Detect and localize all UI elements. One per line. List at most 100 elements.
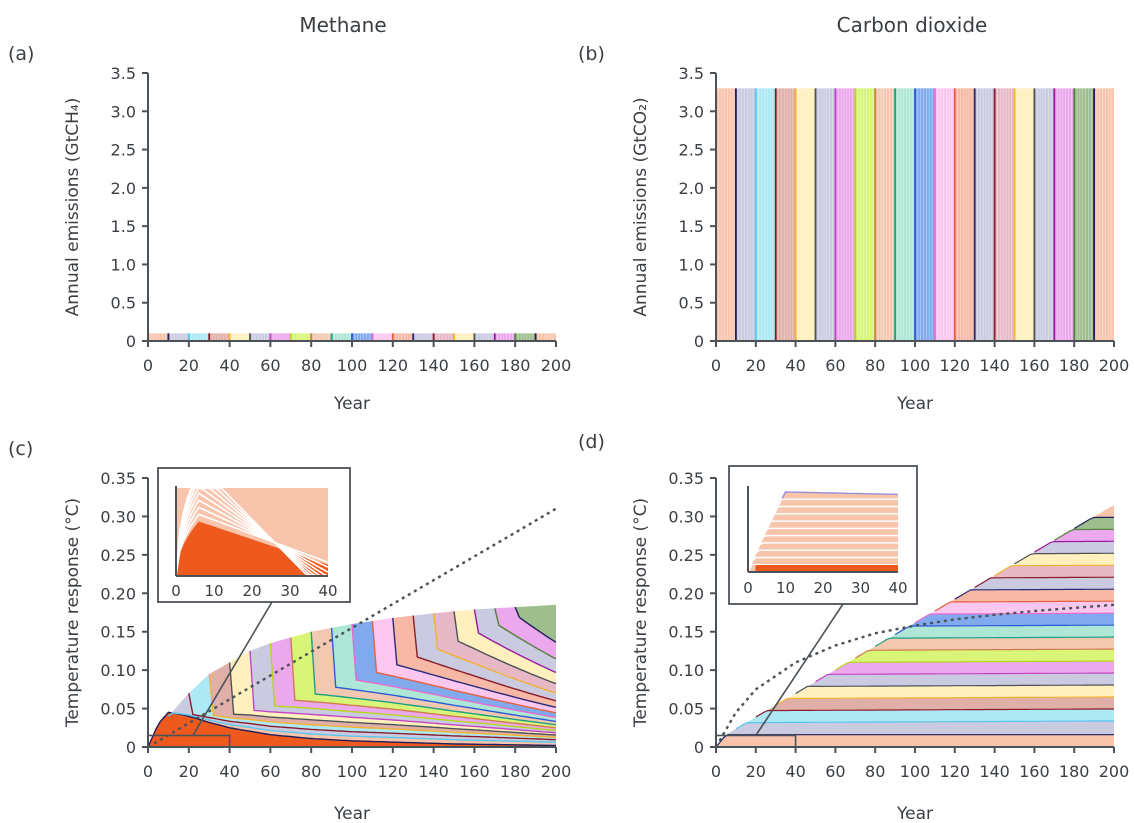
- panel-d-inset-boundary: [747, 527, 898, 573]
- panel-a-bar: [331, 333, 352, 341]
- panel-b-bar: [954, 88, 975, 341]
- panel-c-area: [148, 650, 556, 747]
- panel-a-bar: [372, 333, 393, 341]
- panel-c-boundary: [412, 615, 557, 702]
- panel-b-x-tick-label: 60: [825, 356, 845, 375]
- panel-d-boundary: [934, 600, 1114, 612]
- panel-b-bar: [875, 88, 896, 341]
- panel-c-inset-first-series: [176, 521, 328, 576]
- panel-b-x-tick-label: 80: [865, 356, 885, 375]
- panel-a-y-axis-title: Annual emissions (GtCH₄): [63, 98, 83, 317]
- panel-d-area: [716, 697, 1114, 747]
- panel-d-x-tick-label: 200: [1099, 762, 1130, 781]
- panel-d-boundary: [1034, 540, 1114, 553]
- panel-a-x-tick-label: 180: [500, 356, 531, 375]
- panel-d-y-tick-label: 0.20: [668, 584, 704, 603]
- panel-c-y-tick-label: 0: [126, 738, 136, 757]
- panel-c-area: [148, 712, 556, 747]
- panel-d-boundary: [854, 648, 1114, 659]
- panel-c-boundary: [494, 608, 557, 660]
- panel-d-x-tick-label: 180: [1059, 762, 1090, 781]
- panel-a-bar: [168, 333, 189, 341]
- panel-b-bar: [1014, 88, 1035, 341]
- panel-b-y-tick-label: 0.5: [679, 294, 704, 313]
- panel-d-x-tick-label: 40: [785, 762, 805, 781]
- panel-d-boundary: [954, 588, 1114, 600]
- panel-a-x-tick-label: 0: [143, 356, 153, 375]
- panel-d-inset-boundary: [747, 542, 898, 573]
- panel-d-y-tick-label: 0: [694, 738, 704, 757]
- panel-d-area: [716, 673, 1114, 747]
- panel-c-area: [148, 615, 556, 747]
- panel-d-y-tick-label: 0.05: [668, 700, 704, 719]
- panel-c-inset-x-tick-label: 0: [171, 582, 181, 600]
- panel-c-area: [148, 611, 556, 747]
- panel-d-area: [716, 709, 1114, 747]
- panel-a-bar: [494, 333, 516, 341]
- panel-b-bar: [835, 88, 856, 341]
- panel-a-y-tick-label: 1.5: [111, 217, 136, 236]
- panel-a: (a) 0 0.5 1.0 1.5 2.0 2.5 3.0 3.5 0 20 40 60 80 100 120…: [8, 43, 571, 414]
- panel-a-bar: [229, 333, 250, 341]
- panel-a-bar: [270, 333, 291, 341]
- panel-d-inset-x-tick-label: 20: [813, 579, 832, 597]
- panel-c-x-tick-label: 100: [337, 762, 368, 781]
- panel-c-y-tick-label: 0.15: [100, 623, 136, 642]
- panel-d-y-tick-label: 0.30: [668, 507, 704, 526]
- panel-a-bar: [515, 333, 536, 341]
- panel-b-bar: [974, 88, 995, 341]
- panel-d-dotted-line: [714, 603, 1115, 748]
- panel-d-boundary: [974, 576, 1115, 588]
- panel-d-x-tick-label: 80: [865, 762, 885, 781]
- panel-a-bar: [433, 333, 454, 341]
- panel-b-bar: [934, 88, 955, 341]
- panel-b-bar: [775, 88, 796, 341]
- panel-c-dotted-line: [147, 507, 557, 749]
- panel-a-x-axis-title: Year: [333, 394, 370, 414]
- panel-a-bar: [148, 333, 169, 341]
- panel-d-inset-boundary: [747, 520, 898, 573]
- panel-c-area: [148, 607, 556, 747]
- panel-d-boundary: [835, 660, 1114, 671]
- panel-b-x-axis-title: Year: [896, 394, 933, 414]
- panel-d: (d) 0 0.05 0.10 0.15 0.20 0.25 0.30 0.35 0 20 40 60 8…: [578, 431, 1129, 823]
- panel-a-bar: [290, 333, 312, 341]
- panel-b-bar: [716, 88, 736, 341]
- panel-d-x-tick-label: 120: [940, 762, 971, 781]
- panel-d-x-tick-label: 60: [825, 762, 845, 781]
- panel-c-boundary: [473, 609, 557, 674]
- panel-a-x-tick-label: 100: [337, 356, 368, 375]
- panel-c-inset-boundary: [175, 492, 329, 577]
- panel-b-x-tick-label: 0: [711, 356, 721, 375]
- panel-b-bar: [735, 88, 756, 341]
- panel-b-bar: [755, 88, 776, 341]
- panel-c-boundary: [290, 637, 557, 729]
- panel-d-x-tick-label: 20: [746, 762, 766, 781]
- panel-b-y-tick-label: 1.5: [679, 217, 704, 236]
- panel-c-x-tick-label: 160: [459, 762, 490, 781]
- panel-d-inset-area: [748, 492, 898, 572]
- panel-c-boundary: [188, 693, 557, 741]
- panel-d-y-tick-label: 0.15: [668, 623, 704, 642]
- panel-a-bar: [209, 333, 230, 341]
- panel-a-y-tick-label: 2.0: [111, 179, 136, 198]
- panel-c-boundary: [208, 673, 557, 739]
- panel-c: (c) 0 0.05 0.10 0.15 0.20 0.25 0.30 0.35 0 20 40 60 8…: [8, 438, 571, 823]
- panel-a-y-tick-label: 0: [126, 332, 136, 351]
- panel-d-label: (d): [578, 431, 605, 453]
- panel-c-x-tick-label: 20: [179, 762, 199, 781]
- panel-c-x-tick-label: 60: [260, 762, 280, 781]
- panel-d-boundary: [795, 684, 1114, 695]
- panel-a-x-tick-label: 40: [219, 356, 239, 375]
- panel-d-area: [716, 734, 1114, 747]
- panel-c-boundary: [392, 617, 557, 708]
- panel-d-boundary: [894, 624, 1115, 636]
- panel-d-y-tick-label: 0.10: [668, 661, 704, 680]
- panel-d-inset-x-tick-label: 0: [743, 579, 753, 597]
- panel-d-x-tick-label: 140: [979, 762, 1010, 781]
- panel-c-area: [148, 624, 556, 747]
- panel-c-y-tick-label: 0.20: [100, 584, 136, 603]
- panel-d-boundary: [1073, 516, 1114, 530]
- panel-a-bar: [392, 333, 414, 341]
